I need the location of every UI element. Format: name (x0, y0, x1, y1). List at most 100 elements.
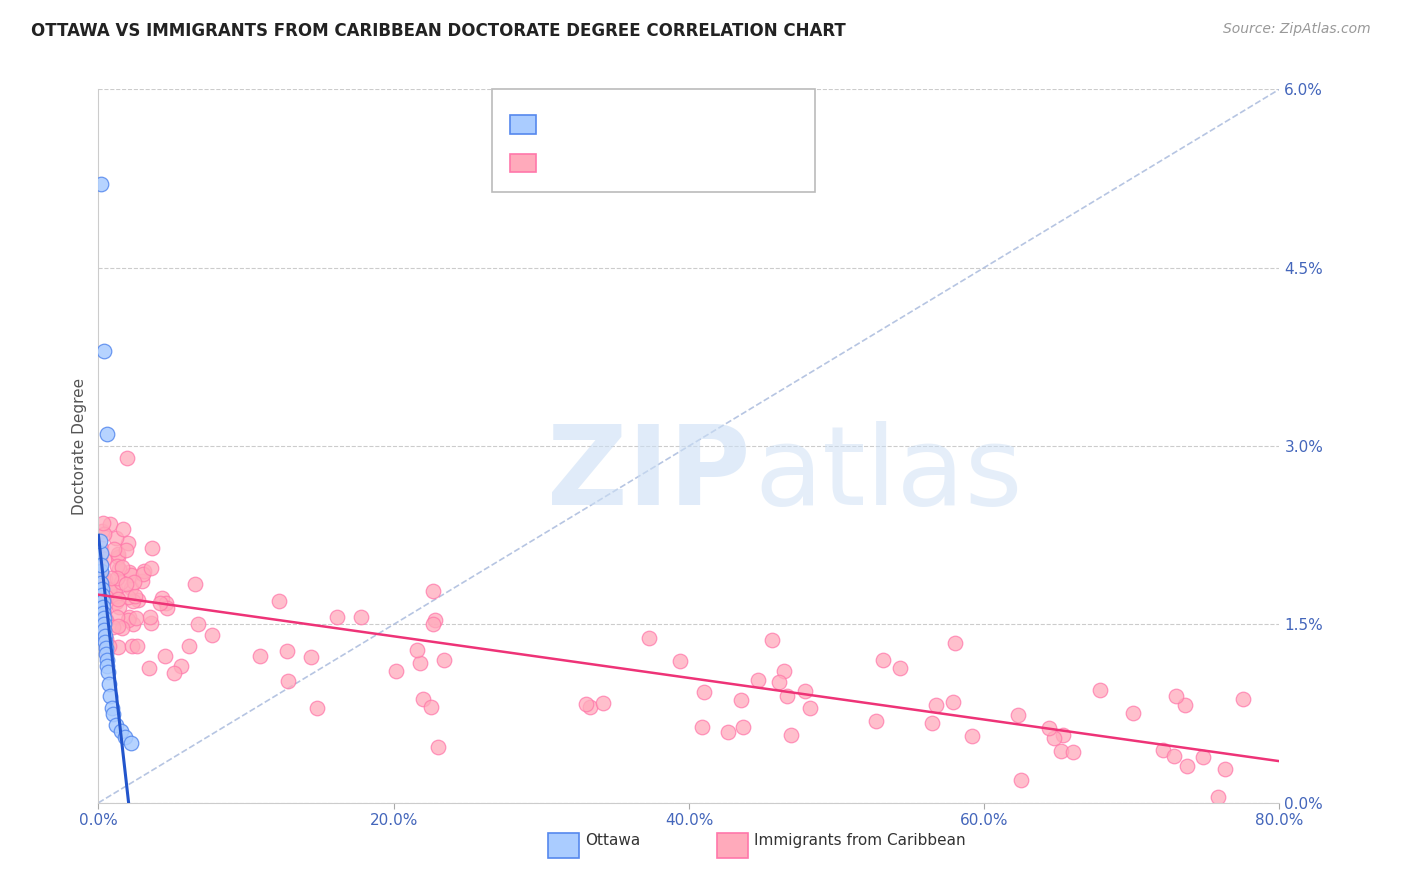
Text: atlas: atlas (754, 421, 1022, 528)
Point (121, 639, 143, 653)
Point (105, 531, 128, 545)
Point (91, 588, 114, 602)
Point (96, 427, 118, 442)
Point (103, 620, 125, 634)
Point (747, 673, 769, 687)
Point (96, 653, 118, 667)
Point (412, 691, 434, 706)
Text: 0.331: 0.331 (605, 112, 657, 129)
Point (114, 731, 136, 745)
Point (942, 695, 965, 709)
Point (90, 558, 112, 572)
Point (97, 582, 120, 596)
Text: Immigrants from Caribbean: Immigrants from Caribbean (754, 833, 966, 848)
Point (107, 591, 129, 606)
Point (105, 571, 128, 585)
Point (150, 591, 173, 606)
Point (90, 541, 112, 556)
Point (131, 574, 153, 588)
Point (163, 665, 186, 680)
Point (422, 584, 444, 599)
Point (98, 689, 121, 703)
Point (134, 564, 156, 578)
Point (187, 616, 209, 631)
Point (305, 701, 328, 715)
Point (1062, 746, 1084, 760)
Point (93, 617, 115, 632)
Point (110, 574, 132, 589)
Point (111, 560, 134, 574)
Point (575, 698, 598, 712)
Point (1163, 748, 1185, 763)
Text: ZIP: ZIP (547, 421, 751, 528)
Point (104, 582, 127, 596)
Point (637, 631, 659, 645)
Point (117, 613, 139, 627)
Point (93, 605, 115, 619)
Point (108, 599, 131, 614)
Point (717, 725, 740, 739)
Point (91, 593, 114, 607)
Point (105, 558, 128, 573)
Point (921, 716, 943, 731)
Point (91, 594, 114, 608)
Point (350, 609, 373, 624)
Point (125, 640, 148, 654)
Text: Source: ZipAtlas.com: Source: ZipAtlas.com (1223, 22, 1371, 37)
Point (91, 524, 114, 538)
Point (114, 577, 136, 591)
Point (1007, 708, 1029, 723)
Point (91, 516, 114, 531)
Point (107, 619, 129, 633)
Point (141, 541, 163, 556)
Point (125, 611, 148, 625)
Point (690, 721, 713, 735)
Text: OTTAWA VS IMMIGRANTS FROM CARIBBEAN DOCTORATE DEGREE CORRELATION CHART: OTTAWA VS IMMIGRANTS FROM CARIBBEAN DOCT… (31, 22, 845, 40)
Point (94, 647, 117, 661)
Point (1038, 722, 1060, 736)
Point (768, 675, 790, 690)
Point (107, 550, 129, 565)
Point (872, 653, 894, 667)
Point (115, 450, 138, 465)
Point (406, 643, 429, 657)
Point (1049, 744, 1071, 758)
Text: -0.510: -0.510 (598, 150, 657, 168)
Text: N =: N = (665, 150, 696, 168)
Point (110, 724, 132, 739)
Point (592, 697, 614, 711)
Point (419, 699, 441, 714)
Point (731, 720, 754, 734)
Point (155, 597, 177, 611)
Point (93, 552, 115, 566)
Point (693, 685, 716, 699)
Point (111, 621, 134, 635)
Point (103, 542, 125, 557)
Point (780, 728, 803, 742)
Point (100, 700, 122, 714)
Point (179, 639, 201, 653)
Text: Ottawa: Ottawa (585, 833, 640, 848)
Point (93, 343, 115, 358)
Point (100, 571, 122, 585)
Point (90, 575, 112, 590)
Point (117, 590, 139, 604)
Point (1090, 682, 1112, 697)
Point (299, 649, 322, 664)
Point (925, 698, 948, 712)
Point (89, 534, 111, 549)
Point (112, 522, 135, 536)
Point (1174, 698, 1197, 712)
Text: R =: R = (546, 150, 576, 168)
Point (97, 677, 120, 691)
Point (141, 615, 163, 630)
Point (141, 561, 163, 575)
Point (425, 613, 447, 627)
Point (1213, 762, 1236, 776)
Point (89, 617, 111, 632)
Point (170, 658, 193, 673)
Point (100, 584, 122, 599)
Point (668, 654, 690, 668)
Point (94, 572, 117, 586)
Y-axis label: Doctorate Degree: Doctorate Degree (72, 377, 87, 515)
